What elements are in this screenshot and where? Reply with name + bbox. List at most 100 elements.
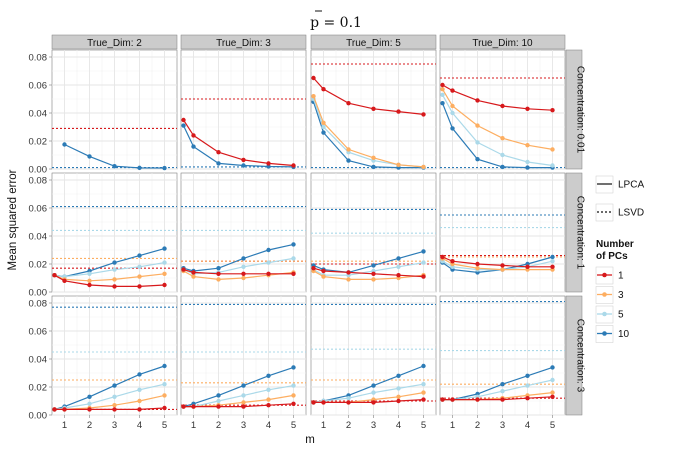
lpca-point-pc1 (500, 397, 505, 402)
lpca-line-pc1 (182, 119, 294, 167)
lpca-point-pc5 (421, 260, 426, 265)
lpca-point-pc1 (550, 108, 555, 113)
y-tick-label: 0.02 (29, 137, 48, 148)
lpca-point-pc1 (216, 271, 221, 276)
lpca-point-pc1 (291, 271, 296, 276)
y-tick-label: 0.00 (29, 165, 48, 176)
lpca-point-pc1 (52, 407, 57, 412)
lpca-point-pc10 (291, 242, 296, 247)
lpca-point-pc1 (191, 404, 196, 409)
strip-column-3 (310, 34, 437, 50)
y-tick-label: 0.08 (29, 299, 48, 310)
lpca-point-pc1 (475, 98, 480, 103)
lpca-point-pc5 (241, 393, 246, 398)
lpca-point-pc1 (241, 157, 246, 163)
panel-r3-c3 (310, 295, 437, 416)
y-axis-title: Mean squared error (7, 169, 19, 270)
strip-row-1 (565, 49, 583, 170)
x-tick-label: 5 (291, 420, 296, 431)
legend-color-label: 1 (618, 271, 624, 282)
legend-color-point-pc3 (602, 292, 607, 297)
legend-color-point-pc5 (602, 311, 607, 317)
panel-r2-c1 (51, 172, 178, 293)
lpca-point-pc3 (346, 277, 351, 282)
y-tick-label: 0.02 (29, 383, 48, 394)
lpca-point-pc10 (291, 365, 296, 370)
lpca-point-pc1 (450, 259, 455, 264)
lpca-point-pc10 (216, 393, 221, 398)
legend-color-title-2: of PCs (596, 251, 628, 262)
lpca-point-pc3 (137, 398, 142, 404)
y-tick-label: 0.08 (29, 53, 48, 64)
lpca-point-pc5 (112, 267, 117, 272)
lpca-point-pc5 (396, 386, 401, 391)
panel-r1-c2 (180, 49, 307, 170)
lpca-point-pc1 (321, 268, 326, 274)
lpca-point-pc1 (440, 397, 445, 402)
lpca-point-pc1 (162, 405, 167, 411)
lpca-point-pc1 (162, 282, 167, 288)
x-tick-label: 5 (550, 420, 555, 431)
y-tick-label: 0.06 (29, 327, 48, 338)
lpca-point-pc3 (216, 277, 221, 282)
lpca-point-pc1 (550, 394, 555, 399)
lpca-point-pc1 (346, 101, 351, 106)
lpca-point-pc1 (87, 282, 92, 288)
lpca-point-pc10 (181, 123, 186, 128)
lpca-point-pc3 (500, 267, 505, 272)
lpca-point-pc5 (137, 387, 142, 392)
lpca-point-pc3 (137, 274, 142, 279)
lpca-point-pc1 (137, 284, 142, 289)
lpca-point-pc10 (162, 363, 167, 369)
lpca-point-pc10 (137, 253, 142, 258)
lpca-point-pc5 (440, 92, 445, 98)
legend-color-label: 3 (618, 290, 624, 301)
lpca-point-pc10 (346, 158, 351, 163)
lpca-point-pc1 (62, 278, 67, 283)
title-symbol: p (310, 15, 319, 31)
lpca-point-pc10 (266, 164, 271, 169)
lpca-point-pc1 (450, 397, 455, 402)
lpca-point-pc1 (346, 270, 351, 275)
lpca-point-pc1 (181, 267, 186, 272)
lpca-point-pc5 (396, 264, 401, 269)
lpca-point-pc10 (396, 256, 401, 261)
strip-column-label: True_Dim: 5 (346, 38, 401, 49)
lpca-point-pc10 (62, 142, 67, 147)
legend-color-label: 10 (618, 329, 630, 340)
lpca-point-pc1 (321, 87, 326, 92)
lpca-point-pc3 (346, 147, 351, 152)
legend-color-point-pc1 (602, 272, 607, 278)
lpca-point-pc3 (421, 390, 426, 395)
lpca-point-pc1 (371, 400, 376, 405)
lpca-point-pc1 (396, 273, 401, 278)
x-tick-label: 4 (396, 420, 401, 431)
lpca-point-pc1 (500, 263, 505, 268)
lpca-point-pc1 (291, 163, 296, 168)
lpca-point-pc5 (500, 389, 505, 394)
panel-r3-c2 (180, 295, 307, 416)
lpca-point-pc10 (162, 165, 167, 171)
title-rest: = 0.1 (319, 15, 362, 31)
panel-r3-c1 (51, 295, 178, 416)
lpca-point-pc5 (291, 383, 296, 388)
lpca-point-pc10 (525, 165, 530, 170)
x-tick-label: 3 (112, 420, 117, 431)
x-tick-label: 4 (266, 420, 271, 431)
lpca-point-pc5 (550, 377, 555, 383)
lpca-point-pc5 (550, 163, 555, 168)
lpca-point-pc10 (321, 130, 326, 135)
strip-row-label: Concentration: 0.01 (575, 66, 586, 154)
lpca-line-pc5 (441, 94, 553, 167)
lpca-point-pc1 (52, 273, 57, 278)
lpca-point-pc1 (440, 254, 445, 260)
y-tick-label: 0.06 (29, 204, 48, 215)
lpca-point-pc10 (500, 164, 505, 170)
lpca-point-pc1 (321, 400, 326, 405)
lpca-point-pc10 (241, 256, 246, 261)
lpca-point-pc1 (137, 407, 142, 412)
x-tick-label: 3 (241, 420, 246, 431)
lpca-point-pc5 (346, 396, 351, 401)
